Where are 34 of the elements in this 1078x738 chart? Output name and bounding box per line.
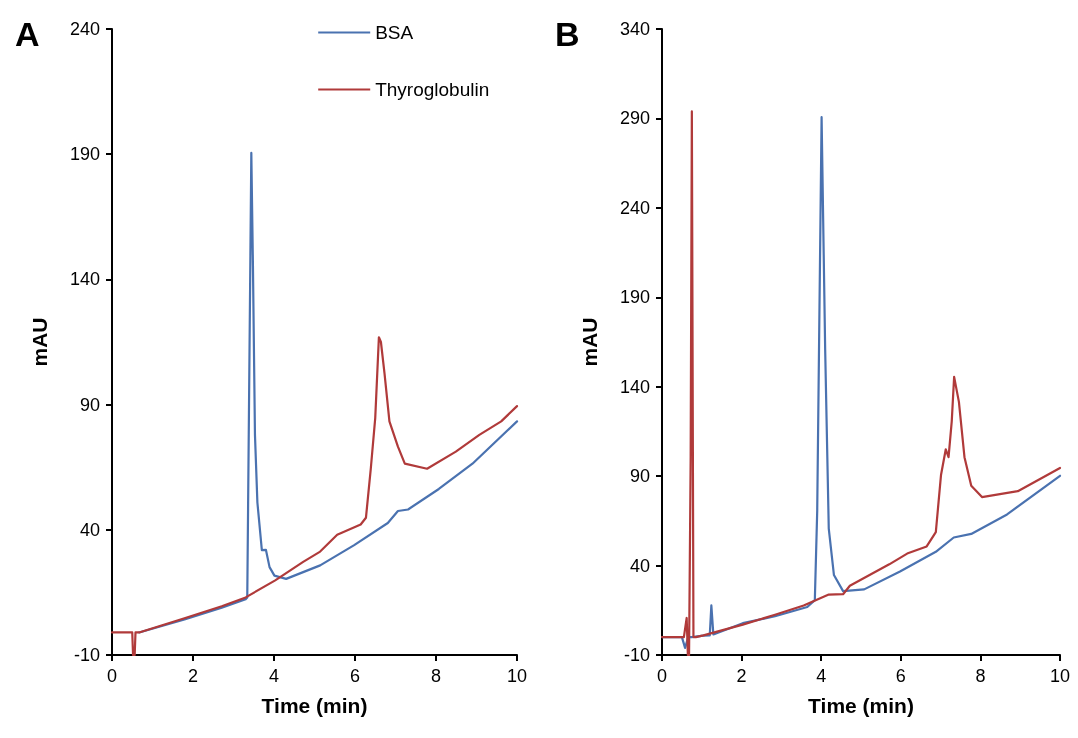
y-axis-title: mAU [578,317,601,367]
y-tick-label: 90 [79,394,100,415]
legend-label: Thyroglobulin [375,79,490,100]
chart-title: A [15,15,40,53]
x-tick-label: 4 [816,666,827,686]
x-tick-label: 2 [187,666,199,686]
x-tick-label: 4 [268,666,280,686]
x-tick-label: 10 [506,666,528,686]
x-axis-title: Time (min) [261,694,368,717]
y-tick-label: 240 [619,197,650,218]
y-tick-label: 240 [69,19,100,39]
y-tick-label: -10 [623,645,650,665]
y-tick-label: -10 [73,645,100,665]
y-tick-label: 40 [79,519,100,540]
y-tick-label: 140 [619,376,650,397]
x-tick-label: 8 [975,666,986,686]
y-tick-label: 40 [629,555,650,576]
x-tick-label: 10 [1049,666,1071,686]
y-tick-label: 140 [69,269,100,290]
x-tick-label: 2 [736,666,747,686]
y-tick-label: 340 [619,19,650,39]
x-axis-title: Time (min) [808,694,914,717]
legend-label: BSA [375,22,414,43]
chart-title: B [555,15,580,53]
y-tick-label: 290 [619,108,650,129]
x-tick-label: 6 [895,666,906,686]
x-tick-label: 0 [106,666,118,686]
x-tick-label: 8 [430,666,442,686]
y-tick-label: 90 [629,466,650,487]
x-tick-label: 0 [656,666,668,686]
y-tick-label: 190 [619,287,650,308]
y-tick-label: 190 [69,144,100,165]
x-tick-label: 6 [349,666,361,686]
y-axis-title: mAU [28,317,51,367]
